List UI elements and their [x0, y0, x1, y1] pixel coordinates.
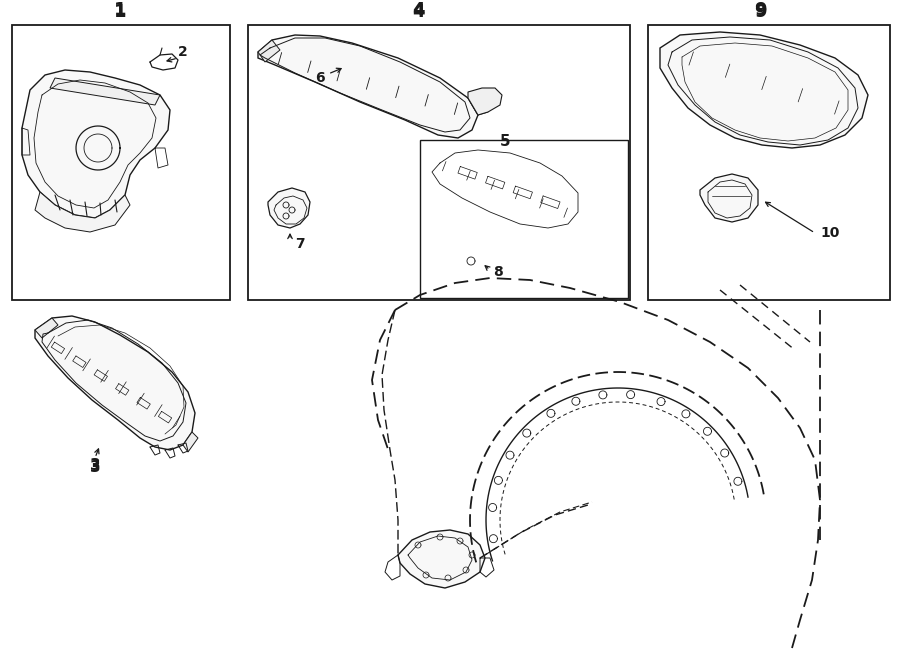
Text: 5: 5 — [500, 134, 510, 150]
Text: 7: 7 — [295, 237, 305, 251]
Polygon shape — [398, 530, 485, 588]
Bar — [648, 25, 890, 300]
Text: 4: 4 — [412, 3, 424, 21]
Text: 1: 1 — [113, 3, 126, 21]
Polygon shape — [258, 35, 478, 138]
Polygon shape — [660, 32, 868, 148]
Polygon shape — [22, 70, 170, 218]
Polygon shape — [268, 188, 310, 228]
Polygon shape — [468, 94, 488, 115]
Polygon shape — [35, 192, 130, 232]
Polygon shape — [183, 432, 198, 452]
Text: 3: 3 — [90, 461, 100, 475]
Polygon shape — [700, 174, 758, 222]
Polygon shape — [578, 205, 600, 235]
Polygon shape — [35, 316, 195, 450]
Polygon shape — [50, 78, 160, 105]
Text: 6: 6 — [315, 71, 325, 85]
Text: 10: 10 — [820, 226, 840, 240]
Text: 1: 1 — [113, 1, 126, 19]
Bar — [248, 25, 630, 300]
Polygon shape — [425, 145, 590, 236]
Polygon shape — [35, 318, 58, 338]
Text: 9: 9 — [754, 1, 766, 19]
Text: 8: 8 — [493, 265, 503, 279]
Bar — [12, 25, 230, 300]
Text: 4: 4 — [412, 1, 424, 19]
Polygon shape — [468, 88, 502, 115]
Text: 3: 3 — [90, 459, 100, 473]
Text: 2: 2 — [178, 45, 188, 59]
Text: 9: 9 — [754, 3, 766, 21]
Polygon shape — [458, 249, 485, 273]
Polygon shape — [258, 40, 280, 62]
Bar — [420, 140, 628, 298]
